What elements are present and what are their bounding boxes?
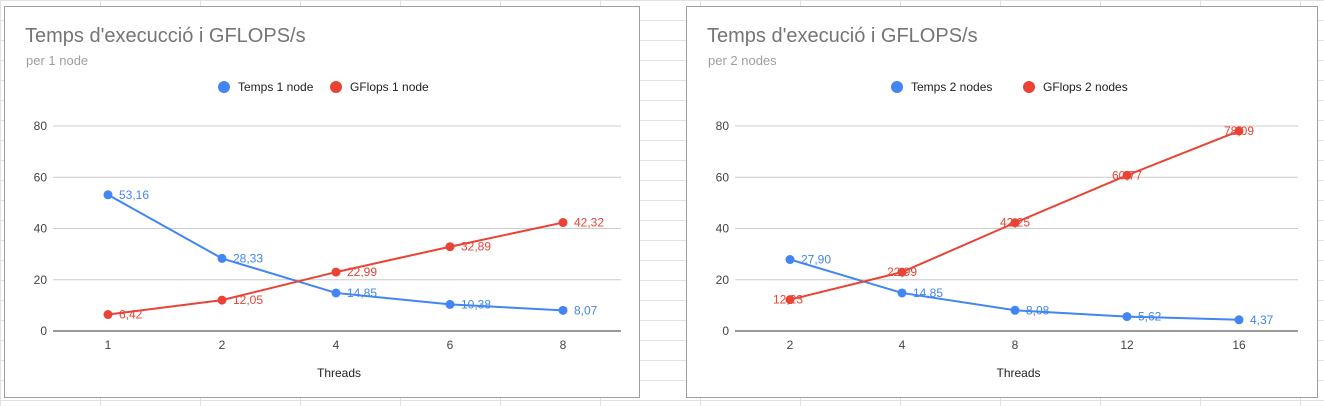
y-tick-label: 80 [34, 119, 48, 133]
data-label: 8,08 [1026, 303, 1050, 317]
legend-marker [330, 81, 342, 93]
data-point [1234, 315, 1244, 325]
chart-card-2-nodes[interactable]: Temps d'execució i GFLOPS/s per 2 nodes … [686, 6, 1318, 398]
legend-label: Temps 2 nodes [911, 80, 992, 94]
data-point [331, 267, 341, 277]
legend-label: Temps 1 node [238, 80, 314, 94]
y-tick-label: 40 [716, 222, 730, 236]
x-axis-title: Threads [996, 366, 1040, 380]
x-tick-label: 16 [1232, 338, 1246, 352]
x-tick-label: 2 [219, 338, 226, 352]
data-label: 14,85 [913, 286, 943, 300]
x-tick-label: 8 [560, 338, 567, 352]
data-label: 42,25 [1000, 216, 1030, 230]
y-tick-label: 0 [40, 324, 47, 338]
data-label: 10,38 [461, 297, 491, 311]
chart-title: Temps d'execucció i GFLOPS/s [25, 25, 306, 47]
data-point [103, 310, 113, 320]
x-tick-label: 12 [1120, 338, 1134, 352]
data-label: 60,77 [1112, 168, 1142, 182]
y-tick-label: 80 [716, 119, 730, 133]
chart-plot: 0 20 40 60 80 1 2 4 6 8 Threads Temps 1 node GFlops … [34, 80, 621, 380]
data-point [558, 218, 568, 228]
y-tick-label: 60 [34, 170, 48, 184]
data-point [1122, 170, 1132, 180]
data-label: 22,99 [887, 265, 917, 279]
data-point [217, 253, 227, 263]
chart-title: Temps d'execució i GFLOPS/s [707, 25, 978, 47]
data-point [445, 299, 455, 309]
chart-card-1-node[interactable]: Temps d'execucció i GFLOPS/s per 1 node … [4, 6, 640, 398]
y-tick-label: 60 [716, 170, 730, 184]
x-tick-label: 4 [333, 338, 340, 352]
data-label: 8,07 [574, 303, 598, 317]
data-label: 27,90 [801, 253, 831, 267]
legend-marker [218, 81, 230, 93]
x-tick-label: 2 [787, 338, 794, 352]
data-point [785, 295, 795, 305]
x-tick-label: 8 [1012, 338, 1019, 352]
y-tick-label: 20 [34, 273, 48, 287]
y-tick-label: 0 [722, 324, 729, 338]
data-label: 12,23 [773, 293, 803, 307]
data-label: 78,09 [1224, 124, 1254, 138]
data-point [445, 242, 455, 252]
data-point [1122, 312, 1132, 322]
data-label: 32,89 [461, 240, 491, 254]
legend-marker [891, 81, 903, 93]
data-label: 6,42 [119, 308, 143, 322]
data-label: 4,37 [1250, 313, 1274, 327]
data-point [558, 305, 568, 315]
data-point [1234, 126, 1244, 136]
chart-subtitle: per 2 nodes [708, 53, 777, 68]
data-point [217, 295, 227, 305]
chart-subtitle: per 1 node [26, 53, 89, 68]
data-label: 22,99 [347, 265, 377, 279]
legend-label: GFlops 1 node [350, 80, 429, 94]
data-label: 42,32 [574, 216, 604, 230]
y-tick-label: 40 [34, 222, 48, 236]
data-label: 28,33 [233, 251, 263, 265]
data-label: 14,85 [347, 286, 377, 300]
data-point [103, 190, 113, 200]
legend-marker [1023, 81, 1035, 93]
x-tick-label: 1 [105, 338, 112, 352]
x-tick-label: 6 [447, 338, 454, 352]
data-point [897, 267, 907, 277]
data-point [785, 255, 795, 265]
data-point [331, 288, 341, 298]
y-tick-label: 20 [716, 273, 730, 287]
data-label: 12,05 [233, 293, 263, 307]
legend-label: GFlops 2 nodes [1043, 80, 1128, 94]
x-axis-title: Threads [317, 366, 361, 380]
x-tick-label: 4 [899, 338, 906, 352]
data-point [1010, 218, 1020, 228]
data-label: 53,16 [119, 188, 149, 202]
data-point [897, 288, 907, 298]
data-label: 5,62 [1138, 310, 1162, 324]
chart-plot: 0 20 40 60 80 2 4 8 12 16 Threads Temps 2 nodes GFlo… [716, 80, 1298, 380]
data-point [1010, 305, 1020, 315]
